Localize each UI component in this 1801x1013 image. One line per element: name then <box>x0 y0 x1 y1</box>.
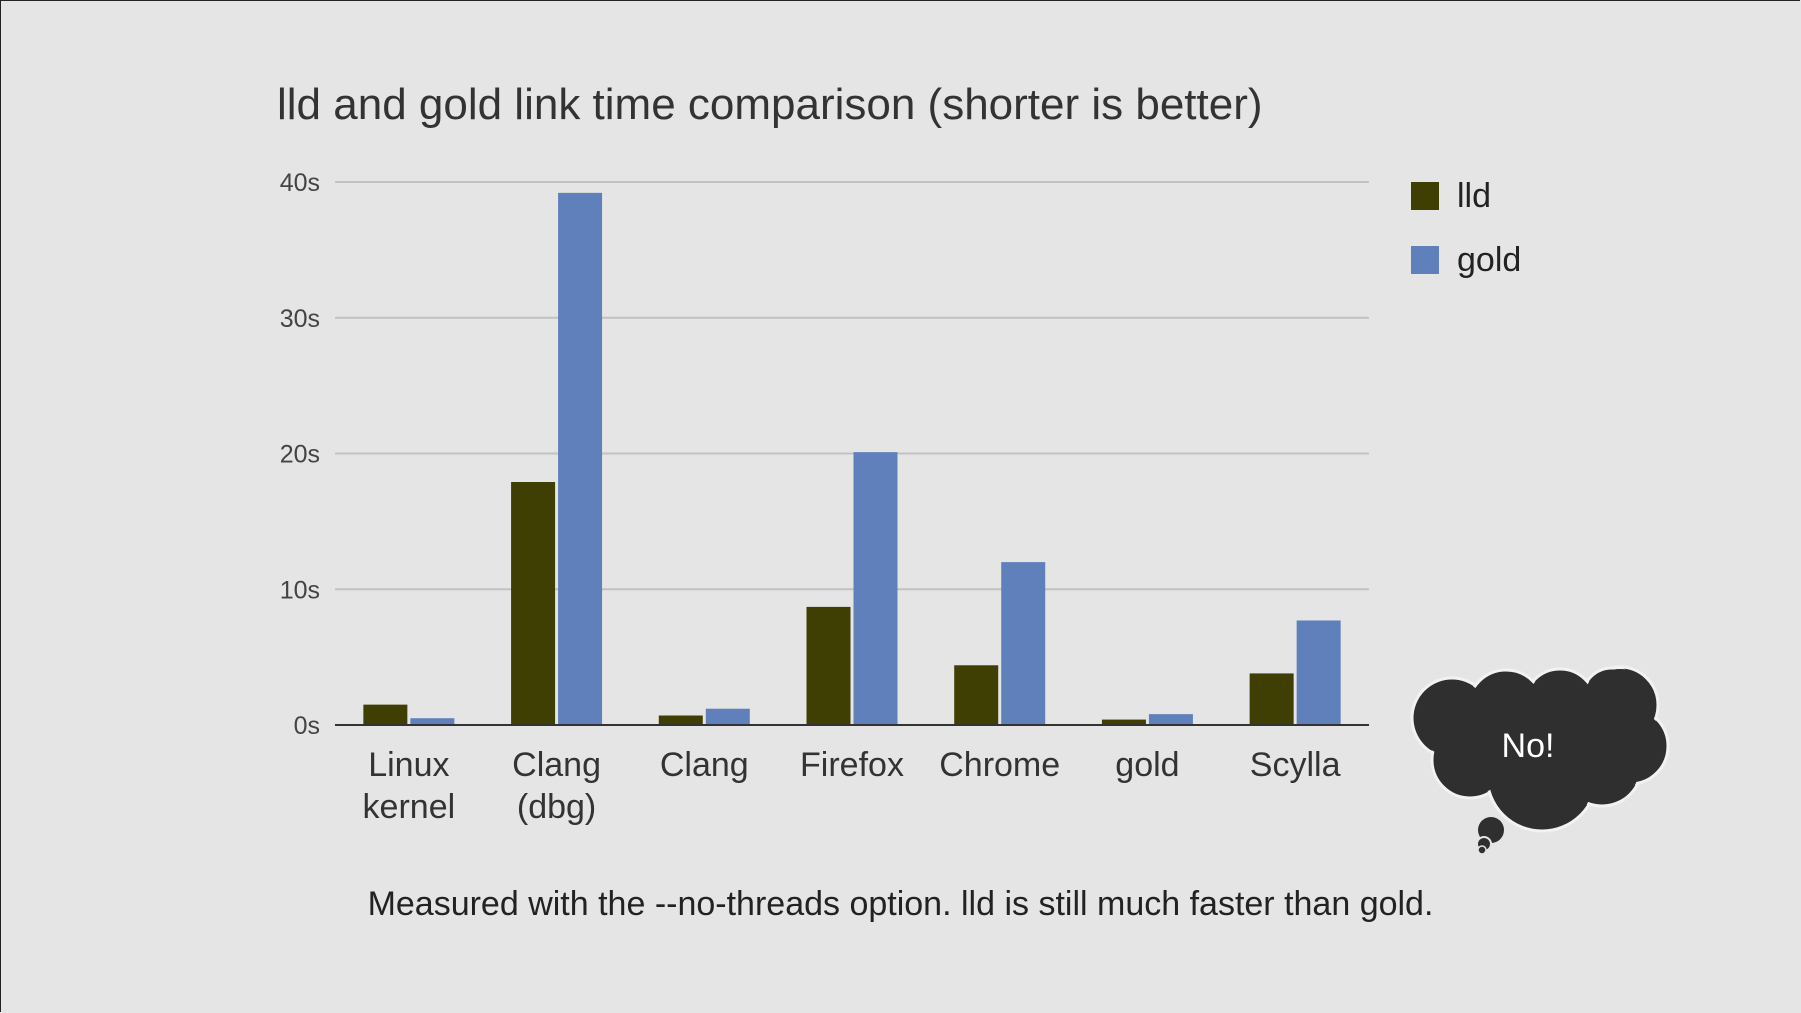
gridlines <box>335 181 1369 591</box>
y-tick-label: 20s <box>280 441 320 469</box>
y-tick-label: 0s <box>294 712 320 740</box>
x-tick-label: kernel <box>363 788 456 826</box>
bar-lld <box>658 715 703 725</box>
thought-bubble-trail-dot <box>1477 845 1487 855</box>
thought-bubble: No! <box>1410 665 1670 855</box>
bar-lld <box>511 482 556 725</box>
bar-lld <box>1249 673 1294 725</box>
bar-gold <box>705 708 750 725</box>
bar-gold <box>1296 620 1341 725</box>
x-tick-label: Linux <box>368 746 449 784</box>
thought-bubble-fill <box>1414 669 1666 829</box>
legend-item-lld: lld <box>1411 164 1521 228</box>
y-tick-labels: 0s 10s 20s 30s 40s <box>280 169 320 740</box>
y-tick-label: 10s <box>280 576 320 604</box>
bar-gold <box>853 452 898 725</box>
x-tick-label: Scylla <box>1250 746 1341 784</box>
bar-lld <box>1101 719 1146 725</box>
cloud-core <box>1440 700 1640 790</box>
thought-bubble-text: No! <box>1502 727 1555 765</box>
bar-gold <box>1001 562 1046 725</box>
chart-legend: lld gold <box>1411 164 1521 292</box>
x-tick-label: Chrome <box>939 746 1060 784</box>
legend-label-gold: gold <box>1457 240 1522 279</box>
legend-swatch-lld <box>1411 182 1439 210</box>
chart-caption: Measured with the --no-threads option. l… <box>367 885 1434 923</box>
bar-gold <box>1148 714 1193 725</box>
bar-lld <box>806 606 851 725</box>
x-tick-label: gold <box>1115 746 1179 784</box>
x-tick-label: Clang <box>512 746 601 784</box>
y-tick-label: 40s <box>280 169 320 197</box>
bar-gold <box>410 718 455 725</box>
bar-gold <box>558 192 603 726</box>
legend-swatch-gold <box>1411 246 1439 274</box>
bars <box>363 192 1341 726</box>
x-tick-label: Firefox <box>800 746 904 784</box>
y-tick-label: 30s <box>280 305 320 333</box>
x-tick-label: Clang <box>660 746 749 784</box>
x-tick-labels: Linux kernel Clang (dbg) Clang Firefox Chrome g… <box>363 746 1341 826</box>
bar-lld <box>954 665 999 725</box>
legend-label-lld: lld <box>1457 176 1492 215</box>
chart-title: lld and gold link time comparison (short… <box>277 80 1263 129</box>
legend-item-gold: gold <box>1411 228 1521 292</box>
x-tick-label: (dbg) <box>517 788 596 826</box>
bar-lld <box>363 704 408 725</box>
